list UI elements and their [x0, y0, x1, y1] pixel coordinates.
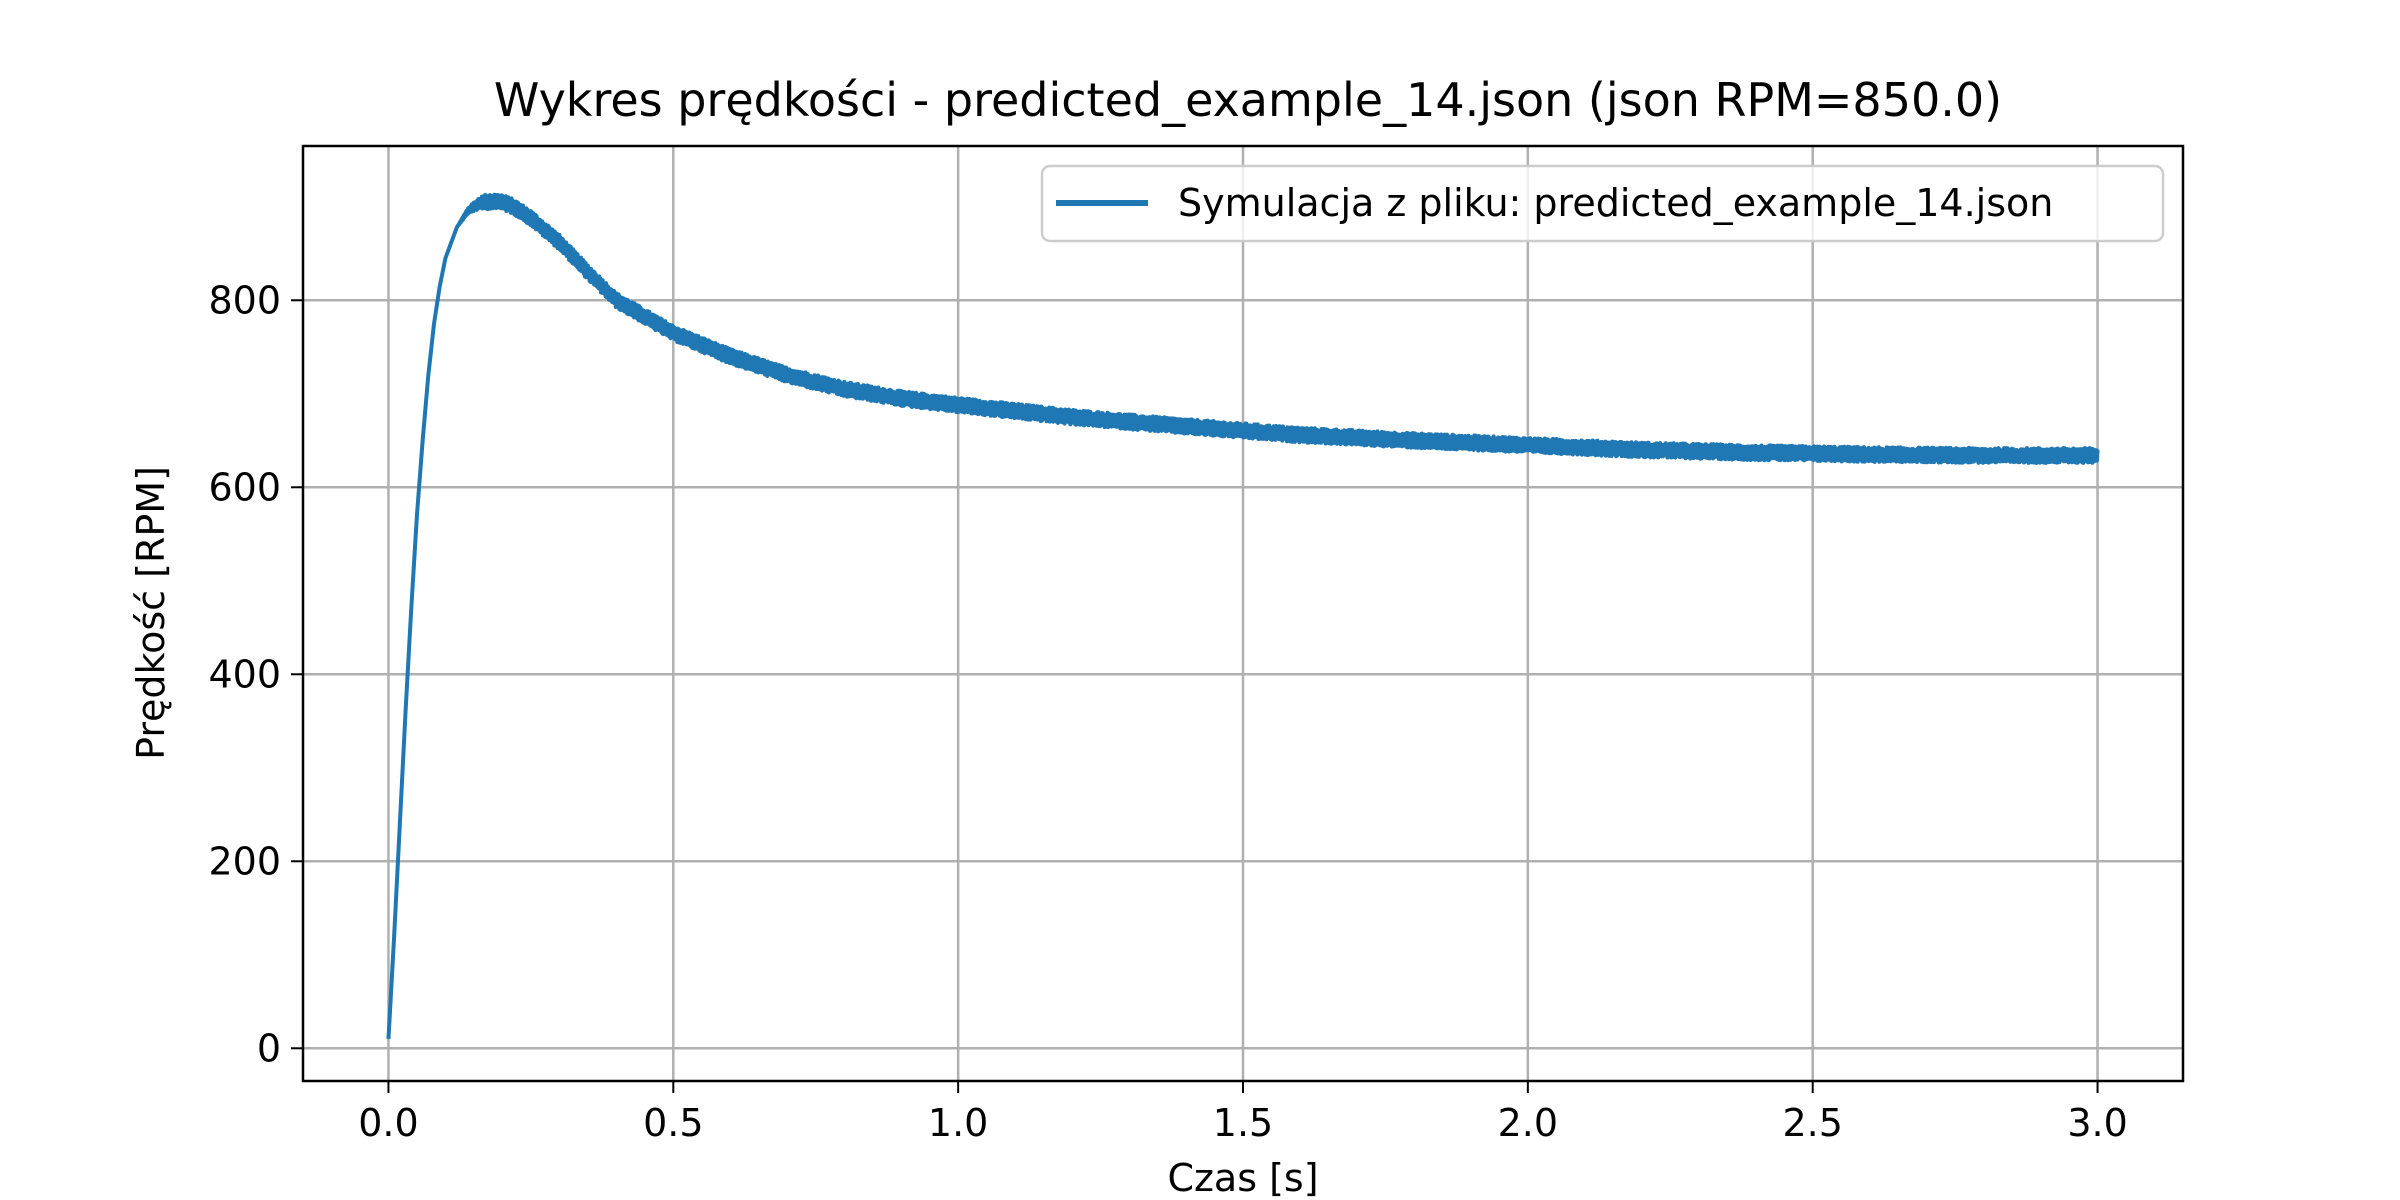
legend-box: [1040, 164, 2165, 243]
series-line: [386, 192, 2100, 1040]
legend-label: Symulacja z pliku: predicted_example_14.…: [1178, 181, 2053, 225]
y-tick-label: 400: [208, 652, 281, 696]
series-layer: [386, 192, 2100, 1040]
grid-lines: [303, 146, 2183, 1081]
y-tick-label: 600: [208, 465, 281, 509]
x-tick-label: 3.0: [2067, 1101, 2127, 1145]
y-tick-label: 0: [257, 1026, 281, 1070]
x-tick-label: 1.5: [1213, 1101, 1273, 1145]
chart-title: Wykres prędkości - predicted_example_14.…: [494, 73, 2002, 127]
x-tick-label: 0.5: [643, 1101, 703, 1145]
x-axis-label: Czas [s]: [1167, 1156, 1318, 1200]
x-tick-label: 2.0: [1498, 1101, 1558, 1145]
axis-ticks: 0.0 0.5 1.0 1.5 2.0 2.5 3.0 0 200 400 600 800: [208, 278, 2127, 1145]
x-tick-label: 0.0: [358, 1101, 418, 1145]
legend: Symulacja z pliku: predicted_example_14.…: [1040, 164, 2165, 243]
x-tick-label: 1.0: [928, 1101, 988, 1145]
y-tick-label: 200: [208, 839, 281, 883]
x-tick-label: 2.5: [1782, 1101, 1842, 1145]
y-axis-label: Prędkość [RPM]: [129, 466, 173, 760]
y-tick-label: 800: [208, 278, 281, 322]
